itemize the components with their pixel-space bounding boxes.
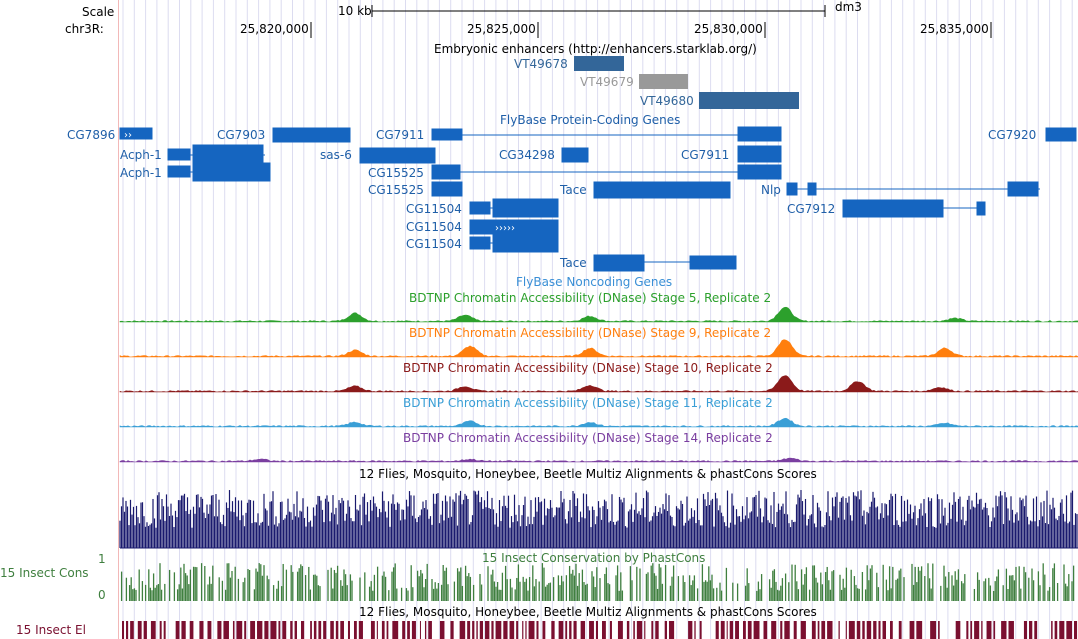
gene-label-cg15525-b[interactable]: CG15525 bbox=[368, 183, 424, 197]
gene-label-acph-1-b[interactable]: Acph-1 bbox=[120, 166, 162, 180]
gene-tace-noncoding bbox=[593, 254, 645, 272]
svg-text:››: ›› bbox=[124, 130, 132, 141]
gene-label-cg7920[interactable]: CG7920 bbox=[988, 128, 1037, 142]
flybase-coding-title[interactable]: FlyBase Protein-Coding Genes bbox=[500, 113, 681, 127]
enhancer-track-title[interactable]: Embryonic enhancers (http://enhancers.st… bbox=[434, 42, 757, 56]
scale-label: Scale bbox=[82, 5, 115, 19]
gene-cg7903 bbox=[272, 127, 351, 143]
dnase-signal-1 bbox=[119, 339, 1078, 358]
phastcons-layer[interactable] bbox=[120, 563, 1075, 601]
gene-label-cg11504-c[interactable]: CG11504 bbox=[406, 237, 462, 251]
gene-label-cg7912[interactable]: CG7912 bbox=[787, 202, 836, 216]
dnase-track-4 bbox=[119, 457, 1078, 463]
dnase-track-2 bbox=[119, 375, 1078, 393]
gene-cg7920 bbox=[1045, 127, 1077, 142]
enhancer-label-vt49678[interactable]: VT49678 bbox=[514, 57, 568, 71]
gene-label-cg11504-b[interactable]: CG11504 bbox=[406, 220, 462, 234]
enhancer-vt49679 bbox=[639, 74, 688, 89]
gene-cg7896 bbox=[119, 127, 153, 140]
dnase-signal-0 bbox=[119, 306, 1078, 323]
gene-label-cg34298[interactable]: CG34298 bbox=[499, 148, 555, 162]
gutter-divider bbox=[118, 0, 119, 639]
dnase-stage9-title[interactable]: BDTNP Chromatin Accessibility (DNase) St… bbox=[409, 326, 772, 340]
gene-acph-1-a bbox=[167, 148, 191, 161]
enhancer-label-vt49680[interactable]: VT49680 bbox=[640, 94, 694, 108]
tick-label-3: 25,830,000 bbox=[694, 22, 763, 36]
dnase-stage10-title[interactable]: BDTNP Chromatin Accessibility (DNase) St… bbox=[403, 361, 773, 375]
gene-cg15525-b bbox=[431, 181, 463, 197]
svg-text:›››››: ››››› bbox=[495, 223, 515, 234]
dnase-stage5-title[interactable]: BDTNP Chromatin Accessibility (DNase) St… bbox=[409, 291, 772, 305]
chrom-label: chr3R: bbox=[65, 22, 104, 36]
gene-label-acph-1-a[interactable]: Acph-1 bbox=[120, 148, 162, 162]
gene-tace bbox=[593, 181, 731, 199]
flybase-noncoding-track[interactable] bbox=[593, 254, 737, 272]
flybase-noncoding-title[interactable]: FlyBase Noncoding Genes bbox=[516, 275, 673, 289]
phastcons-title[interactable]: 15 Insect Conservation by PhastCons bbox=[482, 551, 706, 565]
gene-cg34298 bbox=[561, 147, 589, 163]
dnase-signal-4 bbox=[119, 457, 1078, 463]
gene-cg11504-a bbox=[469, 201, 491, 215]
gene-cg7911-a bbox=[431, 128, 463, 141]
gene-label-sas-6[interactable]: sas-6 bbox=[320, 148, 352, 162]
elements-side-label[interactable]: 15 Insect El bbox=[16, 623, 86, 637]
dnase-signal-3 bbox=[119, 417, 1078, 428]
gene-label-cg7903[interactable]: CG7903 bbox=[217, 128, 266, 142]
tick-label-2: 25,825,000 bbox=[467, 22, 536, 36]
gene-label-cg7896[interactable]: CG7896 bbox=[67, 128, 116, 142]
gene-sas-6 bbox=[359, 147, 436, 164]
enhancer-track[interactable] bbox=[574, 56, 799, 109]
elements-layer[interactable] bbox=[122, 621, 1078, 639]
gene-label-cg7911-a[interactable]: CG7911 bbox=[376, 128, 425, 142]
dnase-layer[interactable] bbox=[119, 306, 1078, 463]
gene-label-cg11504-a[interactable]: CG11504 bbox=[406, 202, 462, 216]
tick-label-4: 25,835,000 bbox=[920, 22, 989, 36]
ruler bbox=[310, 5, 992, 38]
gene-cg15525-a bbox=[431, 164, 461, 180]
gene-label-cg7911-b[interactable]: CG7911 bbox=[681, 148, 730, 162]
tick-label-1: 25,820,000 bbox=[240, 22, 309, 36]
gene-label-tace[interactable]: Tace bbox=[560, 183, 587, 197]
gene-cg7912 bbox=[842, 199, 944, 218]
track-label-gutter: Scale chr3R: 15 Insect Cons 1 0 15 Insec… bbox=[0, 0, 120, 639]
scale-bar-label: 10 kb bbox=[338, 4, 372, 18]
gene-acph-1-b bbox=[167, 165, 191, 178]
gene-cg11504-c bbox=[469, 236, 491, 250]
gene-label-tace-noncoding[interactable]: Tace bbox=[560, 256, 587, 270]
gene-nlp bbox=[786, 182, 798, 196]
dnase-signal-2 bbox=[119, 375, 1078, 393]
dnase-stage11-title[interactable]: BDTNP Chromatin Accessibility (DNase) St… bbox=[403, 396, 773, 410]
gene-cg7911-b bbox=[737, 145, 782, 163]
multiz-layer[interactable] bbox=[119, 490, 1078, 549]
assembly-label: dm3 bbox=[835, 0, 862, 14]
dnase-track-3 bbox=[119, 417, 1078, 428]
gene-label-nlp[interactable]: Nlp bbox=[761, 183, 781, 197]
gene-label-cg15525-a[interactable]: CG15525 bbox=[368, 166, 424, 180]
enhancer-vt49680 bbox=[699, 92, 799, 109]
elements-title[interactable]: 12 Flies, Mosquito, Honeybee, Beetle Mul… bbox=[359, 605, 817, 619]
dnase-track-1 bbox=[119, 339, 1078, 358]
phastcons-side-label[interactable]: 15 Insect Cons bbox=[0, 566, 89, 580]
phastcons-axis-min: 0 bbox=[98, 588, 106, 602]
enhancer-vt49678 bbox=[574, 56, 624, 71]
multiz-title[interactable]: 12 Flies, Mosquito, Honeybee, Beetle Mul… bbox=[359, 467, 817, 481]
phastcons-axis-max: 1 bbox=[98, 552, 106, 566]
enhancer-label-vt49679[interactable]: VT49679 bbox=[580, 75, 634, 89]
dnase-stage14-title[interactable]: BDTNP Chromatin Accessibility (DNase) St… bbox=[403, 431, 773, 445]
dnase-track-0 bbox=[119, 306, 1078, 323]
flybase-coding-track[interactable]: ›› bbox=[119, 126, 1077, 253]
